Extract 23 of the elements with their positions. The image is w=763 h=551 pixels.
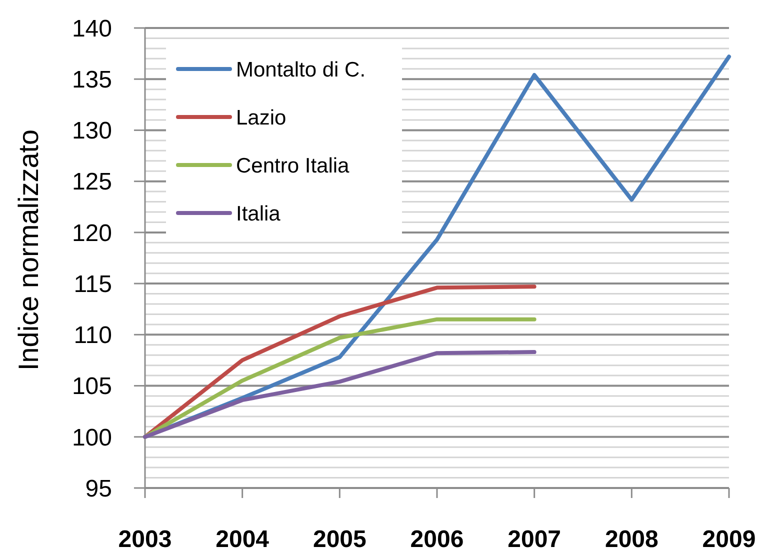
y-tick-label: 130 bbox=[72, 118, 112, 145]
y-tick-label: 125 bbox=[72, 168, 112, 196]
x-tick-label: 2008 bbox=[604, 526, 658, 551]
x-tick-label: 2004 bbox=[216, 526, 270, 551]
legend-label: Lazio bbox=[236, 106, 286, 130]
y-tick-label: 105 bbox=[72, 373, 112, 400]
y-tick-label: 95 bbox=[85, 475, 112, 502]
y-tick-label: 110 bbox=[74, 322, 112, 350]
y-tick-label: 100 bbox=[72, 424, 112, 452]
x-tick-label: 2006 bbox=[410, 526, 464, 551]
x-tick-label: 2003 bbox=[118, 526, 172, 551]
line-series bbox=[143, 350, 536, 439]
y-tick-label: 135 bbox=[72, 66, 112, 94]
y-axis-title: Indice normalizzato bbox=[13, 129, 44, 371]
legend-label: Italia bbox=[236, 202, 281, 226]
x-tick-label: 2007 bbox=[508, 526, 562, 551]
y-tick-label: 120 bbox=[72, 220, 112, 247]
y-tick-label: 140 bbox=[72, 15, 112, 42]
x-tick-label: 2009 bbox=[702, 526, 756, 551]
x-tick-label: 2005 bbox=[312, 526, 366, 551]
legend-label: Centro Italia bbox=[236, 154, 350, 178]
legend-label: Montalto di C. bbox=[236, 58, 366, 82]
y-tick-label: 115 bbox=[74, 270, 112, 298]
